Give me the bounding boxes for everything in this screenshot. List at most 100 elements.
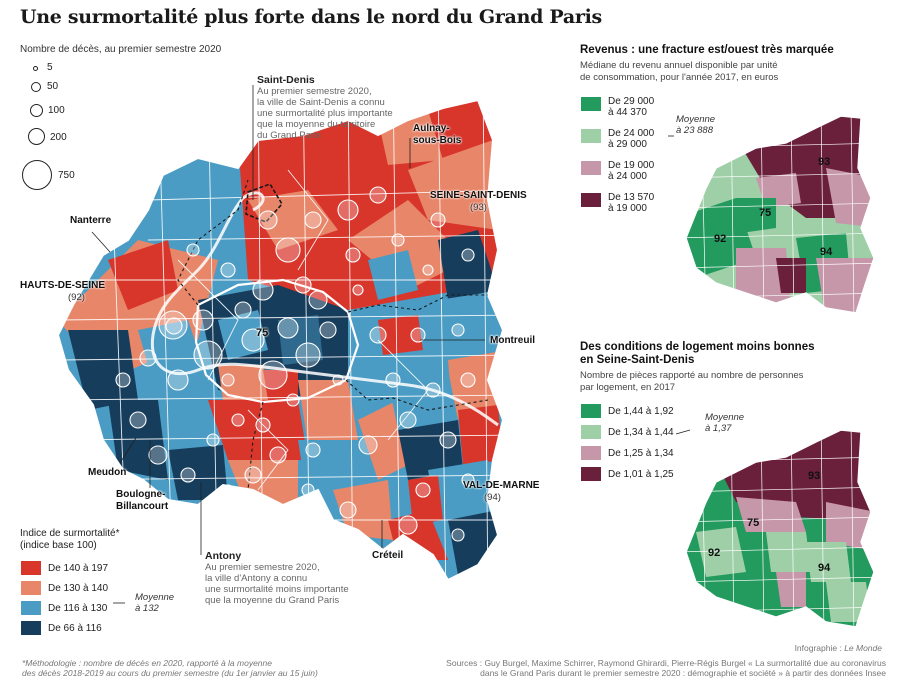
dept-seine-saint-denis: SEINE-SAINT-DENIS xyxy=(430,190,527,201)
income-legend-label-4-b: à 19 000 xyxy=(608,203,647,214)
housing-legend-row-4: De 1,01 à 1,25 xyxy=(580,466,674,482)
income-label-93: 93 xyxy=(818,156,830,168)
excess-legend-label-1: De 140 à 197 xyxy=(48,562,109,574)
seine-river xyxy=(150,191,499,427)
excess-average-line-1: Moyenne xyxy=(135,592,175,603)
income-average: Moyenne à 23 888 xyxy=(676,114,715,136)
bubble-750 xyxy=(22,160,52,190)
housing-legend: De 1,44 à 1,92 De 1,34 à 1,44 De 1,25 à … xyxy=(580,403,700,493)
income-legend-label-2-a: De 24 000 xyxy=(608,128,655,139)
income-swatch-3 xyxy=(580,160,602,176)
bubble-100-label: 100 xyxy=(48,105,65,116)
housing-legend-label-4: De 1,01 à 1,25 xyxy=(608,468,674,480)
dept-paris-num: 75 xyxy=(256,327,269,339)
housing-map: 93 75 92 94 xyxy=(685,429,875,628)
housing-legend-label-2: De 1,34 à 1,44 xyxy=(608,426,674,438)
sources: Sources : Guy Burgel, Maxime Schirrer, R… xyxy=(396,658,886,678)
page-title: Une surmortalité plus forte dans le nord… xyxy=(20,6,602,28)
housing-average-line-1: Moyenne xyxy=(705,412,745,423)
housing-subtitle-2: par logement, en 2017 xyxy=(580,382,676,393)
bubble-100 xyxy=(30,104,43,117)
excess-legend-row-2: De 130 à 140 xyxy=(20,580,108,596)
excess-mortality-legend: Indice de surmortalité* (indice base 100… xyxy=(20,528,210,643)
credit-name: Le Monde xyxy=(844,643,882,653)
bubble-200 xyxy=(28,128,45,145)
death-bubbles xyxy=(115,186,476,542)
callout-antony-line-4: que la moyenne du Grand Paris xyxy=(205,595,340,606)
excess-legend-title-1: Indice de surmortalité* xyxy=(20,528,120,539)
sources-line-2: dans le Grand Paris durant le premier se… xyxy=(480,668,886,678)
housing-title: Des conditions de logement moins bonnes … xyxy=(580,341,815,367)
income-legend-label-3-b: à 24 000 xyxy=(608,171,647,182)
callout-saint-denis-line-5: du Grand Paris xyxy=(257,130,321,141)
income-swatch-2 xyxy=(580,128,602,144)
income-swatch-1 xyxy=(580,96,602,112)
callout-saint-denis-name: Saint-Denis xyxy=(257,74,315,86)
callout-saint-denis-line-4: que la moyenne du territoire xyxy=(257,119,376,130)
dept-hauts-de-seine-num: (92) xyxy=(68,292,85,303)
excess-legend-label-4: De 66 à 116 xyxy=(48,622,102,634)
income-legend-label-1-b: à 44 370 xyxy=(608,107,647,118)
income-legend-label-3-a: De 19 000 xyxy=(608,160,655,171)
bubble-legend-title: Nombre de décès, au premier semestre 202… xyxy=(20,44,222,55)
place-aulnay-line-2: sous-Bois xyxy=(413,135,462,146)
excess-legend-row-3: De 116 à 130 xyxy=(20,600,107,616)
bubble-5-label: 5 xyxy=(47,62,53,73)
income-legend-label-3: De 19 000 à 24 000 xyxy=(608,160,654,182)
footnote-line-1: *Méthodologie : nombre de décès en 2020,… xyxy=(22,658,272,668)
housing-label-94: 94 xyxy=(818,562,831,574)
income-subtitle-1: Médiane du revenu annuel disponible par … xyxy=(580,60,778,71)
income-label-92: 92 xyxy=(714,233,726,245)
income-swatch-4 xyxy=(580,192,602,208)
callout-saint-denis-line-1: Au premier semestre 2020, xyxy=(257,86,372,97)
dept-val-de-marne: VAL-DE-MARNE xyxy=(463,480,540,491)
bubble-size-legend: Nombre de décès, au premier semestre 202… xyxy=(20,44,260,204)
callout-saint-denis-line-3: une surmortalité plus importante xyxy=(257,108,393,119)
excess-legend-label-3: De 116 à 130 xyxy=(48,602,108,614)
grand-paris-outline xyxy=(56,98,505,582)
dept-seine-saint-denis-num: (93) xyxy=(470,202,487,213)
income-legend: De 29 000 à 44 370 De 24 000 à 29 000 De 1… xyxy=(580,96,680,226)
housing-label-93: 93 xyxy=(808,470,820,482)
income-label-75: 75 xyxy=(759,207,771,219)
excess-legend-row-1: De 140 à 197 xyxy=(20,560,108,576)
income-average-line-2: à 23 888 xyxy=(676,125,713,136)
place-boulogne: Boulogne- Billancourt xyxy=(116,489,168,513)
income-label-94: 94 xyxy=(820,246,833,258)
housing-swatch-1 xyxy=(580,403,602,419)
footnote: *Méthodologie : nombre de décès en 2020,… xyxy=(22,658,318,678)
excess-average-line-2: à 132 xyxy=(135,603,159,614)
housing-average: Moyenne à 1,37 xyxy=(705,412,744,434)
housing-legend-label-3: De 1,25 à 1,34 xyxy=(608,447,674,459)
callout-antony-name: Antony xyxy=(205,550,242,562)
excess-swatch-2 xyxy=(20,580,42,596)
department-borders xyxy=(177,179,489,491)
dept-hauts-de-seine: HAUTS-DE-SEINE xyxy=(20,280,106,291)
place-aulnay-line-1: Aulnay- xyxy=(413,123,450,134)
income-average-line-1: Moyenne xyxy=(676,114,716,125)
place-nanterre: Nanterre xyxy=(70,215,112,226)
excess-legend-row-4: De 66 à 116 xyxy=(20,620,102,636)
housing-title-line-2: en Seine-Saint-Denis xyxy=(580,354,695,366)
bubble-50-label: 50 xyxy=(47,81,59,92)
sources-line-1: Sources : Guy Burgel, Maxime Schirrer, R… xyxy=(446,658,886,668)
housing-legend-label-1: De 1,44 à 1,92 xyxy=(608,405,674,417)
income-legend-label-4: De 13 570 à 19 000 xyxy=(608,192,654,214)
income-legend-label-1: De 29 000 à 44 370 xyxy=(608,96,654,118)
place-aulnay: Aulnay- sous-Bois xyxy=(413,123,461,147)
bubble-50 xyxy=(31,82,41,92)
credit: Infographie : Le Monde xyxy=(795,643,882,653)
income-title: Revenus : une fracture est/ouest très ma… xyxy=(580,44,834,56)
housing-legend-row-3: De 1,25 à 1,34 xyxy=(580,445,674,461)
credit-prefix: Infographie : xyxy=(794,643,845,653)
income-legend-label-4-a: De 13 570 xyxy=(608,192,655,203)
housing-subtitle-1: Nombre de pièces rapporté au nombre de p… xyxy=(580,370,804,381)
income-subtitle-2: de consommation, pour l'année 2017, en e… xyxy=(580,72,779,83)
income-legend-label-2: De 24 000 à 29 000 xyxy=(608,128,654,150)
housing-average-line-2: à 1,37 xyxy=(705,423,732,434)
income-legend-row-2: De 24 000 à 29 000 xyxy=(580,128,654,150)
income-legend-row-1: De 29 000 à 44 370 xyxy=(580,96,654,118)
bubble-750-label: 750 xyxy=(58,170,75,181)
excess-mortality-map xyxy=(56,98,505,582)
